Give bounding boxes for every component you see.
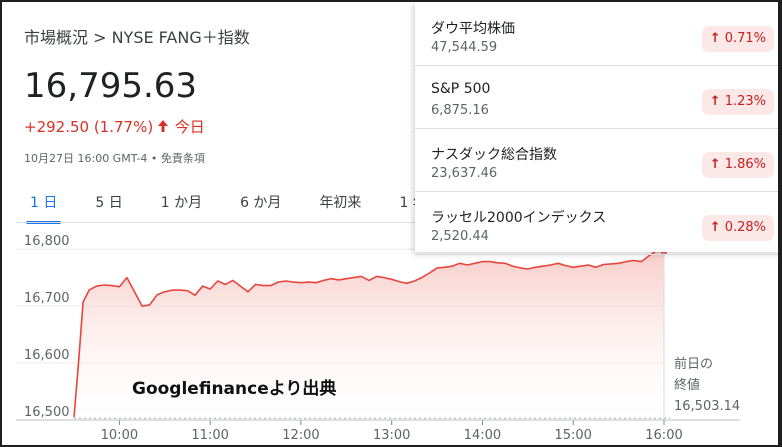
arrow-up-icon: ↑ xyxy=(709,94,721,109)
change-badge: ↑ 0.28% xyxy=(701,215,774,241)
index-value: 23,637.46 xyxy=(431,166,498,181)
range-tab[interactable]: 1 日 xyxy=(16,188,71,224)
change-value: +292.50 (1.77%) xyxy=(24,118,154,136)
range-tab[interactable]: 1 か月 xyxy=(160,195,203,211)
change-badge: ↑ 1.23% xyxy=(701,89,774,115)
index-name: ダウ平均株価 xyxy=(431,21,515,37)
arrow-up-icon xyxy=(157,118,170,136)
y-tick-label: 16,500 xyxy=(24,405,70,420)
x-tick-label: 12:00 xyxy=(282,428,319,443)
tab-divider xyxy=(16,222,416,223)
market-indices-panel: ダウ平均株価 47,544.59 ↑ 0.71% S&P 500 6,875.16 ↑ 1.2… xyxy=(415,2,778,255)
change-percent: 1.86% xyxy=(724,157,766,172)
price-line xyxy=(73,250,664,418)
x-tick-label: 14:00 xyxy=(464,428,501,443)
y-tick-label: 16,600 xyxy=(24,348,70,363)
y-tick-label: 16,700 xyxy=(24,291,70,306)
x-tick-label: 16:00 xyxy=(645,428,682,443)
index-name: S&P 500 xyxy=(431,81,491,97)
index-value: 6,875.16 xyxy=(431,103,489,118)
index-value: 2,520.44 xyxy=(431,229,489,244)
index-name: ナスダック総合指数 xyxy=(431,147,557,163)
arrow-up-icon: ↑ xyxy=(709,220,721,235)
price-chart[interactable]: 16,800 16,700 16,600 16,500 10:00 11:00 12:00 1… xyxy=(2,230,782,447)
prev-close-value: 16,503.14 xyxy=(674,399,741,414)
change-percent: 0.71% xyxy=(724,31,766,46)
x-tick-label: 10:00 xyxy=(101,428,138,443)
area-fill xyxy=(74,250,664,419)
index-row[interactable]: S&P 500 6,875.16 ↑ 1.23% xyxy=(415,67,778,129)
range-tab[interactable]: 6 か月 xyxy=(240,195,282,211)
index-row[interactable]: ラッセル2000インデックス 2,520.44 ↑ 0.28% xyxy=(415,193,778,255)
x-tick-label: 15:00 xyxy=(554,428,591,443)
index-row[interactable]: ナスダック総合指数 23,637.46 ↑ 1.86% xyxy=(415,130,778,192)
change-percent: 1.23% xyxy=(724,94,766,109)
change-badge: ↑ 1.86% xyxy=(701,152,774,178)
index-row[interactable]: ダウ平均株価 47,544.59 ↑ 0.71% xyxy=(415,4,778,66)
price-change: +292.50 (1.77%) 今日 xyxy=(24,116,205,137)
index-price: 16,795.63 xyxy=(24,66,198,106)
index-value: 47,544.59 xyxy=(431,40,498,55)
change-period: 今日 xyxy=(174,118,205,136)
arrow-up-icon: ↑ xyxy=(709,31,721,46)
arrow-up-icon: ↑ xyxy=(709,157,721,172)
range-tab[interactable]: 5 日 xyxy=(95,195,123,211)
prev-close-label-2: 終値 xyxy=(674,378,701,393)
source-watermark: Googlefinanceより出典 xyxy=(132,379,337,399)
range-tab[interactable]: 年初来 xyxy=(319,195,362,211)
y-tick-label: 16,800 xyxy=(24,234,70,249)
prev-close-label-1: 前日の xyxy=(674,357,714,372)
x-tick-label: 11:00 xyxy=(191,428,228,443)
x-tick-label: 13:00 xyxy=(373,428,410,443)
breadcrumb[interactable]: 市場概況 > NYSE FANG＋指数 xyxy=(24,28,250,47)
timestamp-disclaimer[interactable]: 10月27日 16:00 GMT-4 • 免責条項 xyxy=(24,152,205,165)
change-percent: 0.28% xyxy=(724,220,766,235)
previous-close: 前日の 終値 16,503.14 xyxy=(674,354,740,417)
change-badge: ↑ 0.71% xyxy=(701,26,774,52)
index-name: ラッセル2000インデックス xyxy=(431,210,607,226)
